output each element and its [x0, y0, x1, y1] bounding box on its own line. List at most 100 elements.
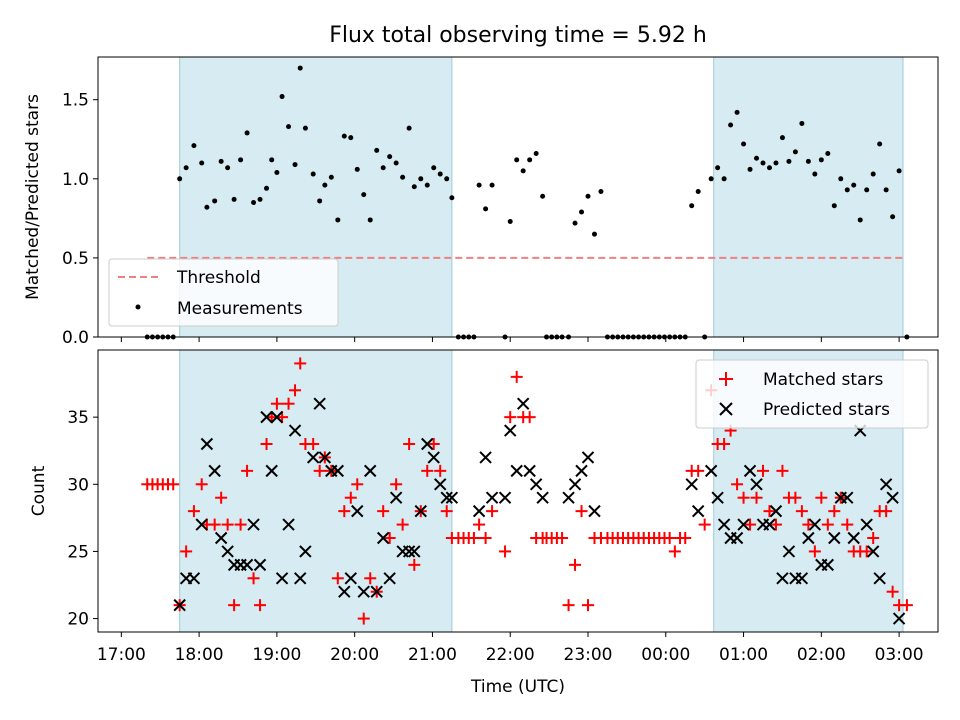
predicted-star-stroke-b [472, 504, 486, 518]
measurement-point [374, 147, 380, 153]
predicted-star-stroke-b [763, 518, 776, 531]
matched-star-point [377, 505, 390, 518]
matched-star-point [718, 438, 731, 450]
predicted-star-stroke-b [847, 531, 860, 545]
predicted-star-point [344, 572, 357, 585]
predicted-star-stroke-b [730, 531, 744, 545]
measurement-point [708, 176, 714, 182]
predicted-star-point [588, 504, 601, 518]
predicted-star-point [434, 478, 447, 491]
measurement-point [183, 165, 189, 171]
predicted-star-stroke-b [717, 518, 731, 531]
measurement-point [348, 135, 354, 141]
matched-star-point [294, 357, 307, 370]
predicted-star-point [763, 518, 776, 531]
predicted-star-stroke-b [351, 504, 364, 518]
predicted-star-point [730, 531, 744, 545]
measurement-point [424, 182, 430, 188]
matched-star-point [396, 518, 409, 531]
predicted-star-stroke-b [562, 491, 575, 504]
predicted-star-stroke-b [808, 518, 822, 531]
measurement-point [890, 214, 896, 220]
predicted-star-stroke-b [802, 531, 815, 545]
matched-star-point [427, 438, 440, 450]
x-tick-label: 02:00 [797, 645, 846, 665]
matched-star-point [486, 505, 499, 518]
x-tick-label: 19:00 [252, 645, 301, 665]
matched-star-point [467, 532, 480, 544]
measurement-point [225, 165, 231, 171]
measurement-point [741, 141, 747, 147]
predicted-star-stroke-b [685, 478, 698, 491]
predicted-star-point [504, 424, 517, 437]
predicted-star-stroke-b [795, 572, 809, 585]
predicted-star-point [485, 491, 499, 504]
measurement-point [689, 203, 695, 209]
matched-star-point [338, 505, 351, 518]
y-tick-label: 0.0 [62, 328, 89, 348]
matched-star-point [421, 464, 434, 477]
x-tick-label: 17:00 [97, 645, 146, 665]
matched-star-point [510, 370, 523, 383]
measurement-point [760, 160, 766, 166]
matched-star-point [499, 545, 512, 558]
bottom-y-axis-label: Count [29, 465, 49, 516]
measurement-point [851, 182, 857, 188]
top-panel: 0.0 0.5 1.0 1.5 Matched/Predicted stars Thr… [23, 56, 939, 348]
predicted-star-point [529, 478, 543, 491]
predicted-star-point [704, 464, 718, 478]
predicted-star-point [860, 518, 873, 531]
measurement-point [274, 169, 280, 175]
measurement-point [341, 133, 347, 139]
y-tick-label: 30 [67, 475, 89, 495]
measurement-point [792, 149, 798, 155]
predicted-star-stroke-b [408, 545, 421, 558]
predicted-star-stroke-b [434, 478, 447, 491]
x-tick-label: 01:00 [719, 645, 768, 665]
predicted-star-point [802, 531, 815, 545]
predicted-star-stroke-b [841, 491, 854, 504]
predicted-star-stroke-b [737, 518, 750, 531]
measurement-point [591, 231, 597, 237]
predicted-star-stroke-b [879, 478, 893, 491]
measurement-point [779, 135, 785, 141]
measurement-point [857, 217, 863, 223]
measurement-point [418, 176, 424, 182]
measurement-point [527, 157, 533, 163]
measurement-point [231, 196, 237, 202]
predicted-star-point [338, 585, 351, 598]
top-legend-box [108, 258, 339, 327]
predicted-star-point [536, 491, 549, 504]
predicted-star-point [376, 531, 390, 545]
predicted-star-point [523, 464, 536, 478]
predicted-star-stroke-b [240, 558, 254, 572]
predicted-star-point [737, 518, 750, 531]
matched-star-point [307, 438, 320, 450]
predicted-star-stroke-b [575, 464, 588, 478]
predicted-star-stroke-b [414, 504, 427, 518]
x-tick-label: 18:00 [175, 645, 224, 665]
measurement-point [812, 171, 818, 177]
predicted-star-point [221, 545, 234, 558]
measurement-point [715, 165, 721, 171]
measurement-point [251, 200, 257, 206]
predicted-star-point [364, 464, 377, 478]
measurement-point [476, 182, 482, 188]
predicted-star-stroke-b [318, 451, 332, 464]
measurement-point [805, 158, 811, 164]
matched-star-point [234, 518, 247, 531]
predicted-star-stroke-b [338, 585, 351, 598]
predicted-star-stroke-b [516, 397, 530, 410]
matched-star-point [167, 478, 180, 491]
bottom-shaded-spans [179, 349, 904, 633]
predicted-star-point [427, 451, 440, 464]
shaded-span-1 [713, 56, 904, 338]
measurement-point [257, 196, 263, 202]
matched-star-point [403, 438, 416, 450]
y-tick-label: 35 [67, 408, 89, 428]
matched-star-point [270, 397, 283, 410]
matched-star-point [841, 518, 854, 531]
measurement-point [540, 193, 546, 199]
predicted-star-stroke-b [200, 437, 214, 451]
matched-star-point [364, 572, 377, 585]
